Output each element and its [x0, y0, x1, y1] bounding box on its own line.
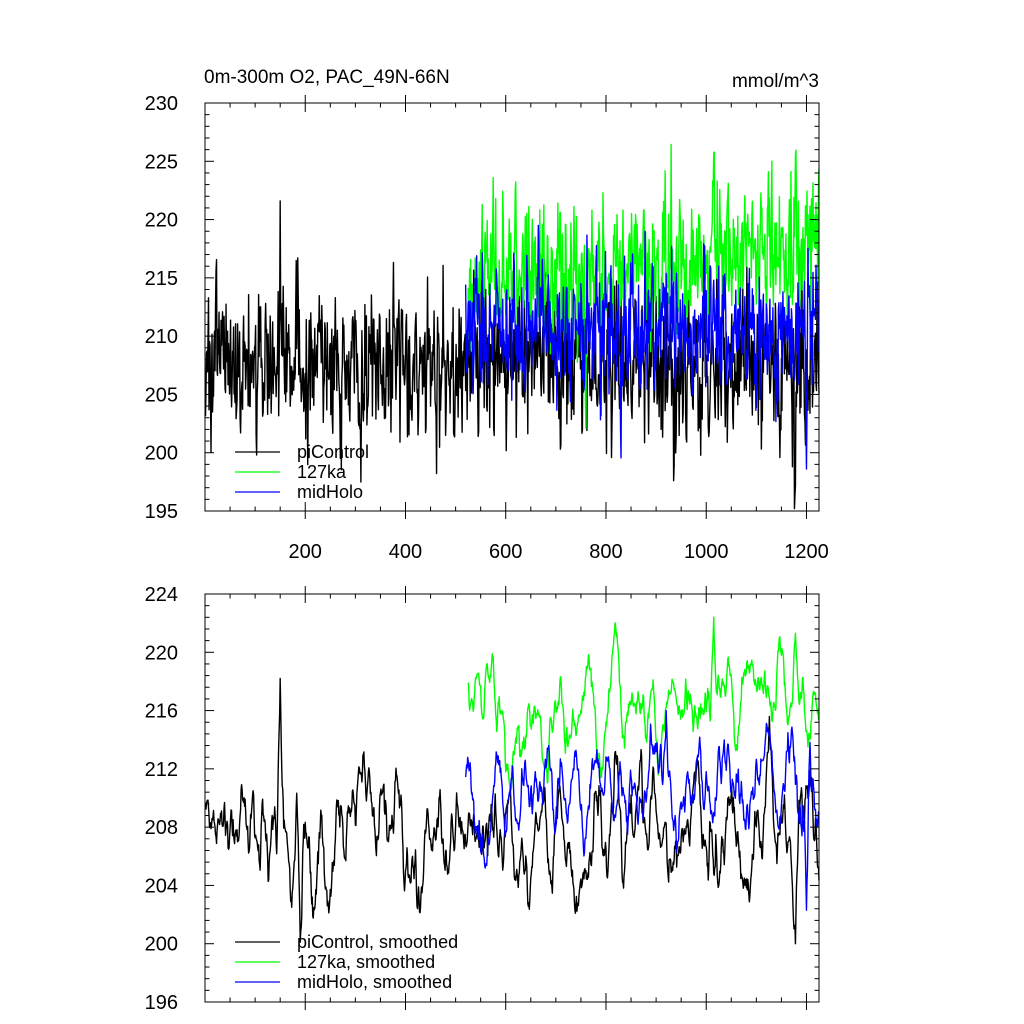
- y-tick-label: 216: [145, 701, 178, 723]
- plot-frame: [204, 593, 820, 1003]
- y-tick-label: 195: [145, 501, 178, 523]
- legend-label-0: piControl, smoothed: [297, 932, 458, 952]
- legend: piControl 127ka midHolo: [235, 442, 369, 502]
- series-line-midholo-smoothed: [464, 709, 820, 911]
- legend-label-2: midHolo, smoothed: [297, 972, 452, 992]
- y-tick-label: 220: [145, 210, 178, 232]
- y-tick-label: 220: [145, 642, 178, 664]
- y-tick-label: 204: [145, 875, 178, 897]
- y-tick-label: 205: [145, 384, 178, 406]
- y-tick-label: 212: [145, 759, 178, 781]
- y-tick-label: 230: [145, 93, 178, 115]
- series-lines: [204, 616, 820, 945]
- axis-ticks: 195 200 205 210 215 220 225 230 200 400 600 800 1000…: [145, 93, 829, 563]
- series-line-picontrol-smoothed: [204, 677, 820, 945]
- series-line-127ka: [467, 143, 820, 429]
- legend-label-2: midHolo: [297, 482, 363, 502]
- y-tick-label: 225: [145, 151, 178, 173]
- series-line-midholo: [464, 224, 820, 470]
- y-tick-label: 215: [145, 268, 178, 290]
- y-tick-label: 196: [145, 992, 178, 1014]
- x-tick-label: 800: [589, 541, 622, 563]
- y-tick-label: 224: [145, 584, 178, 606]
- series-line-127ka-smoothed: [467, 616, 820, 795]
- plot-frame: [204, 102, 820, 512]
- y-tick-label: 208: [145, 817, 178, 839]
- y-tick-label: 210: [145, 326, 178, 348]
- units-label: mmol/m^3: [732, 71, 819, 92]
- y-tick-label: 200: [145, 443, 178, 465]
- legend-label-1: 127ka, smoothed: [297, 952, 435, 972]
- series-lines: [204, 143, 820, 510]
- x-tick-label: 1200: [784, 541, 829, 563]
- x-tick-label: 400: [389, 541, 422, 563]
- x-tick-label: 600: [489, 541, 522, 563]
- x-tick-label: 1000: [684, 541, 729, 563]
- top-panel: 0m-300m O2, PAC_49N-66N mmol/m^3 195 200 2…: [145, 67, 829, 563]
- bottom-panel: 196 200 204 208 212 216 220 224 piControl, smoo…: [145, 584, 820, 1014]
- legend: piControl, smoothed 127ka, smoothed midH…: [235, 932, 458, 992]
- panel-title: 0m-300m O2, PAC_49N-66N: [204, 67, 450, 88]
- legend-label-0: piControl: [297, 442, 369, 462]
- x-tick-label: 200: [289, 541, 322, 563]
- y-tick-label: 200: [145, 934, 178, 956]
- legend-label-1: 127ka: [297, 462, 347, 482]
